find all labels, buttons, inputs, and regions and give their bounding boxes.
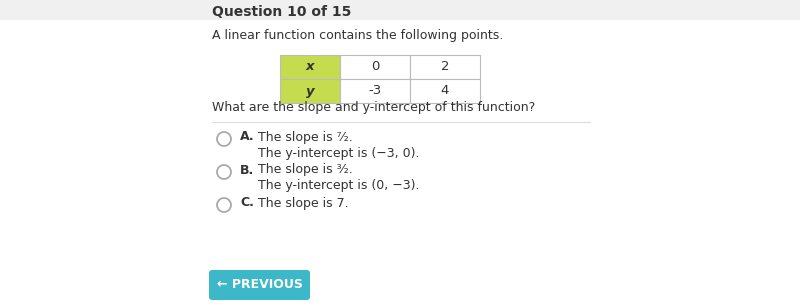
Text: The y-intercept is (−3, 0).: The y-intercept is (−3, 0). — [258, 146, 419, 160]
FancyBboxPatch shape — [209, 270, 310, 300]
Text: The y-intercept is (0, −3).: The y-intercept is (0, −3). — [258, 180, 419, 192]
Text: The slope is ⁷⁄₂.: The slope is ⁷⁄₂. — [258, 130, 353, 143]
Text: The slope is 7.: The slope is 7. — [258, 196, 349, 209]
Text: A linear function contains the following points.: A linear function contains the following… — [212, 29, 503, 41]
Bar — [0, 0, 800, 20]
Bar — [410, 79, 480, 103]
Text: What are the slope and y-intercept of this function?: What are the slope and y-intercept of th… — [212, 100, 535, 114]
Text: The slope is ³⁄₂.: The slope is ³⁄₂. — [258, 164, 353, 177]
Text: 2: 2 — [441, 60, 450, 73]
Text: 0: 0 — [371, 60, 379, 73]
Text: 4: 4 — [441, 84, 449, 98]
Text: -3: -3 — [368, 84, 382, 98]
Text: x: x — [306, 60, 314, 73]
Bar — [410, 55, 480, 79]
Text: B.: B. — [240, 164, 254, 177]
Text: y: y — [306, 84, 314, 98]
Text: ← PREVIOUS: ← PREVIOUS — [217, 278, 302, 292]
Bar — [340, 55, 410, 79]
Text: Question 10 of 15: Question 10 of 15 — [212, 5, 351, 19]
Text: A.: A. — [240, 130, 254, 143]
Bar — [340, 79, 410, 103]
Text: C.: C. — [240, 196, 254, 209]
Bar — [280, 79, 340, 103]
Bar — [280, 55, 340, 79]
